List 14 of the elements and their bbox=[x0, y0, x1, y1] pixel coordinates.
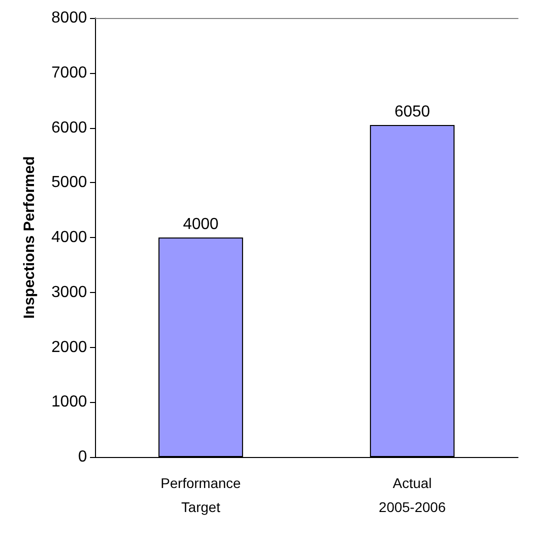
y-tick-label: 6000 bbox=[51, 119, 88, 136]
y-tick-label: 0 bbox=[78, 448, 88, 466]
y-tick-label: 4000 bbox=[51, 229, 88, 246]
y-tick-label: 8000 bbox=[51, 10, 88, 26]
y-axis-title: Inspections Performed bbox=[21, 156, 38, 319]
data-label: 4000 bbox=[182, 216, 219, 233]
data-label: 6050 bbox=[394, 104, 430, 121]
y-tick-label: 3000 bbox=[51, 284, 88, 301]
y-tick-label: 1000 bbox=[51, 394, 88, 411]
x-tick-label: Performance Target bbox=[160, 475, 242, 515]
y-tick-label: 5000 bbox=[51, 174, 88, 192]
y-tick-label: 7000 bbox=[51, 64, 88, 82]
y-tick-label: 2000 bbox=[51, 338, 88, 356]
x-tick-label: Actual 2005-2006 bbox=[378, 475, 446, 515]
